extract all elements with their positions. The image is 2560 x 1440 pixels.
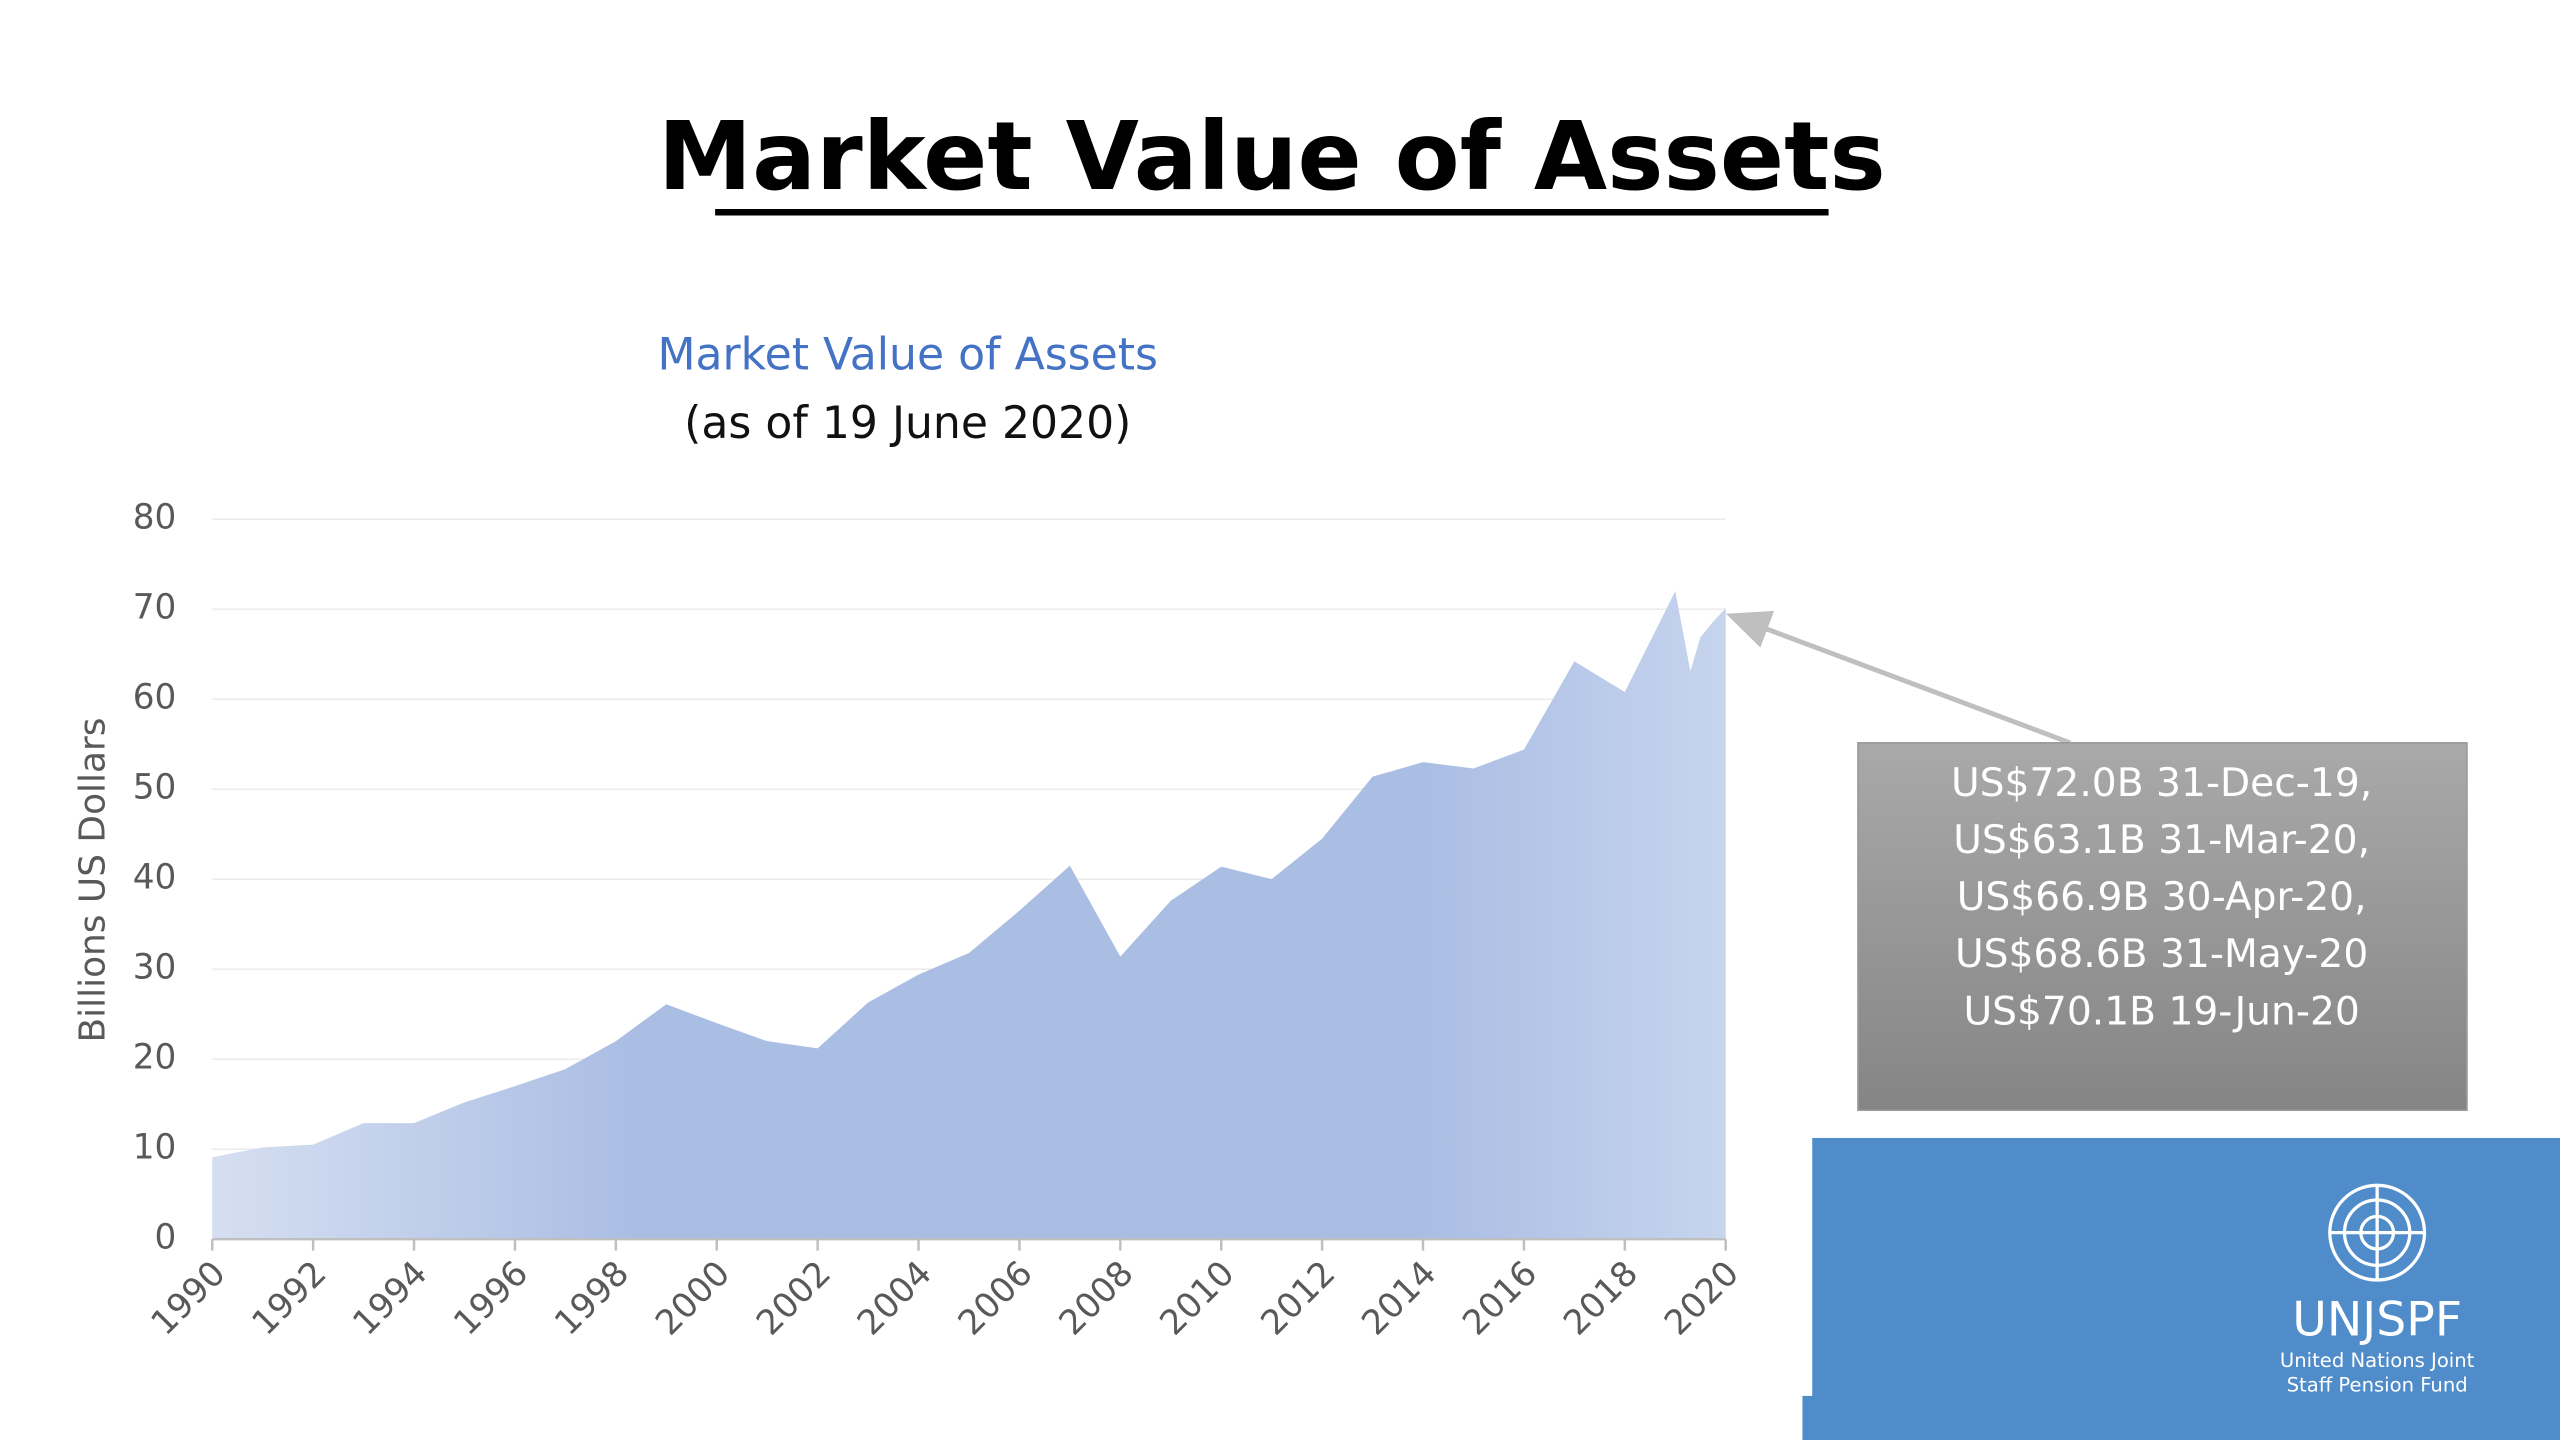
x-tick-label: 2004 [850, 1253, 940, 1343]
x-tick-label: 2020 [1657, 1253, 1747, 1343]
y-tick-label: 20 [133, 1038, 177, 1078]
y-tick-label: 0 [155, 1218, 177, 1258]
y-axis-label: Billions US Dollars [73, 718, 114, 1043]
logo-name: UNJSPF [2292, 1292, 2462, 1347]
x-tick-label: 2008 [1052, 1253, 1142, 1343]
y-tick-label: 40 [133, 858, 177, 898]
x-tick-label: 2000 [648, 1253, 738, 1343]
x-tick-label: 2002 [749, 1253, 839, 1343]
area [212, 591, 1726, 1240]
y-tick-label: 30 [133, 948, 177, 988]
x-tick-label: 2016 [1455, 1253, 1545, 1343]
annotation-text: US$72.0B 31-Dec-19, US$63.1B 31-Mar-20, US… [1951, 761, 2372, 1035]
x-tick-label: 2010 [1153, 1253, 1243, 1343]
y-tick-label: 60 [133, 678, 177, 718]
x-tick-label: 1998 [547, 1253, 637, 1343]
chart-title: Market Value of Assets [657, 330, 1158, 381]
x-tick-label: 1990 [144, 1253, 234, 1343]
y-tick-label: 50 [133, 768, 177, 808]
y-tick-label: 80 [133, 498, 177, 538]
annotation-line: US$63.1B 31-Mar-20, [1953, 818, 2370, 863]
annotation-line: US$70.1B 19-Jun-20 [1963, 989, 2359, 1034]
x-tick-label: 2006 [951, 1253, 1041, 1343]
x-tick-label: 2012 [1253, 1253, 1343, 1343]
y-tick-label: 10 [133, 1128, 177, 1168]
x-tick-label: 1992 [244, 1253, 334, 1343]
annotation-line: US$66.9B 30-Apr-20, [1957, 875, 2367, 920]
chart-subtitle: (as of 19 June 2020) [684, 398, 1131, 449]
annotation-line: US$72.0B 31-Dec-19, [1951, 761, 2372, 806]
slide-title: Market Value of Assets [658, 102, 1886, 212]
logo-line: United Nations Joint [2280, 1349, 2475, 1372]
logo-panel [1812, 1137, 2560, 1440]
annotation-box [1857, 742, 2468, 1112]
x-tick-label: 1996 [446, 1253, 536, 1343]
annotation-line: US$68.6B 31-May-20 [1955, 932, 2368, 977]
x-tick-label: 1994 [345, 1253, 435, 1343]
un-emblem [2328, 1183, 2427, 1282]
x-tick-label: 2018 [1556, 1253, 1646, 1343]
annotation-arrow [1726, 610, 2072, 746]
x-tick-label: 2014 [1354, 1253, 1444, 1343]
y-tick-label: 70 [133, 588, 177, 628]
logo-line: Staff Pension Fund [2287, 1374, 2468, 1397]
